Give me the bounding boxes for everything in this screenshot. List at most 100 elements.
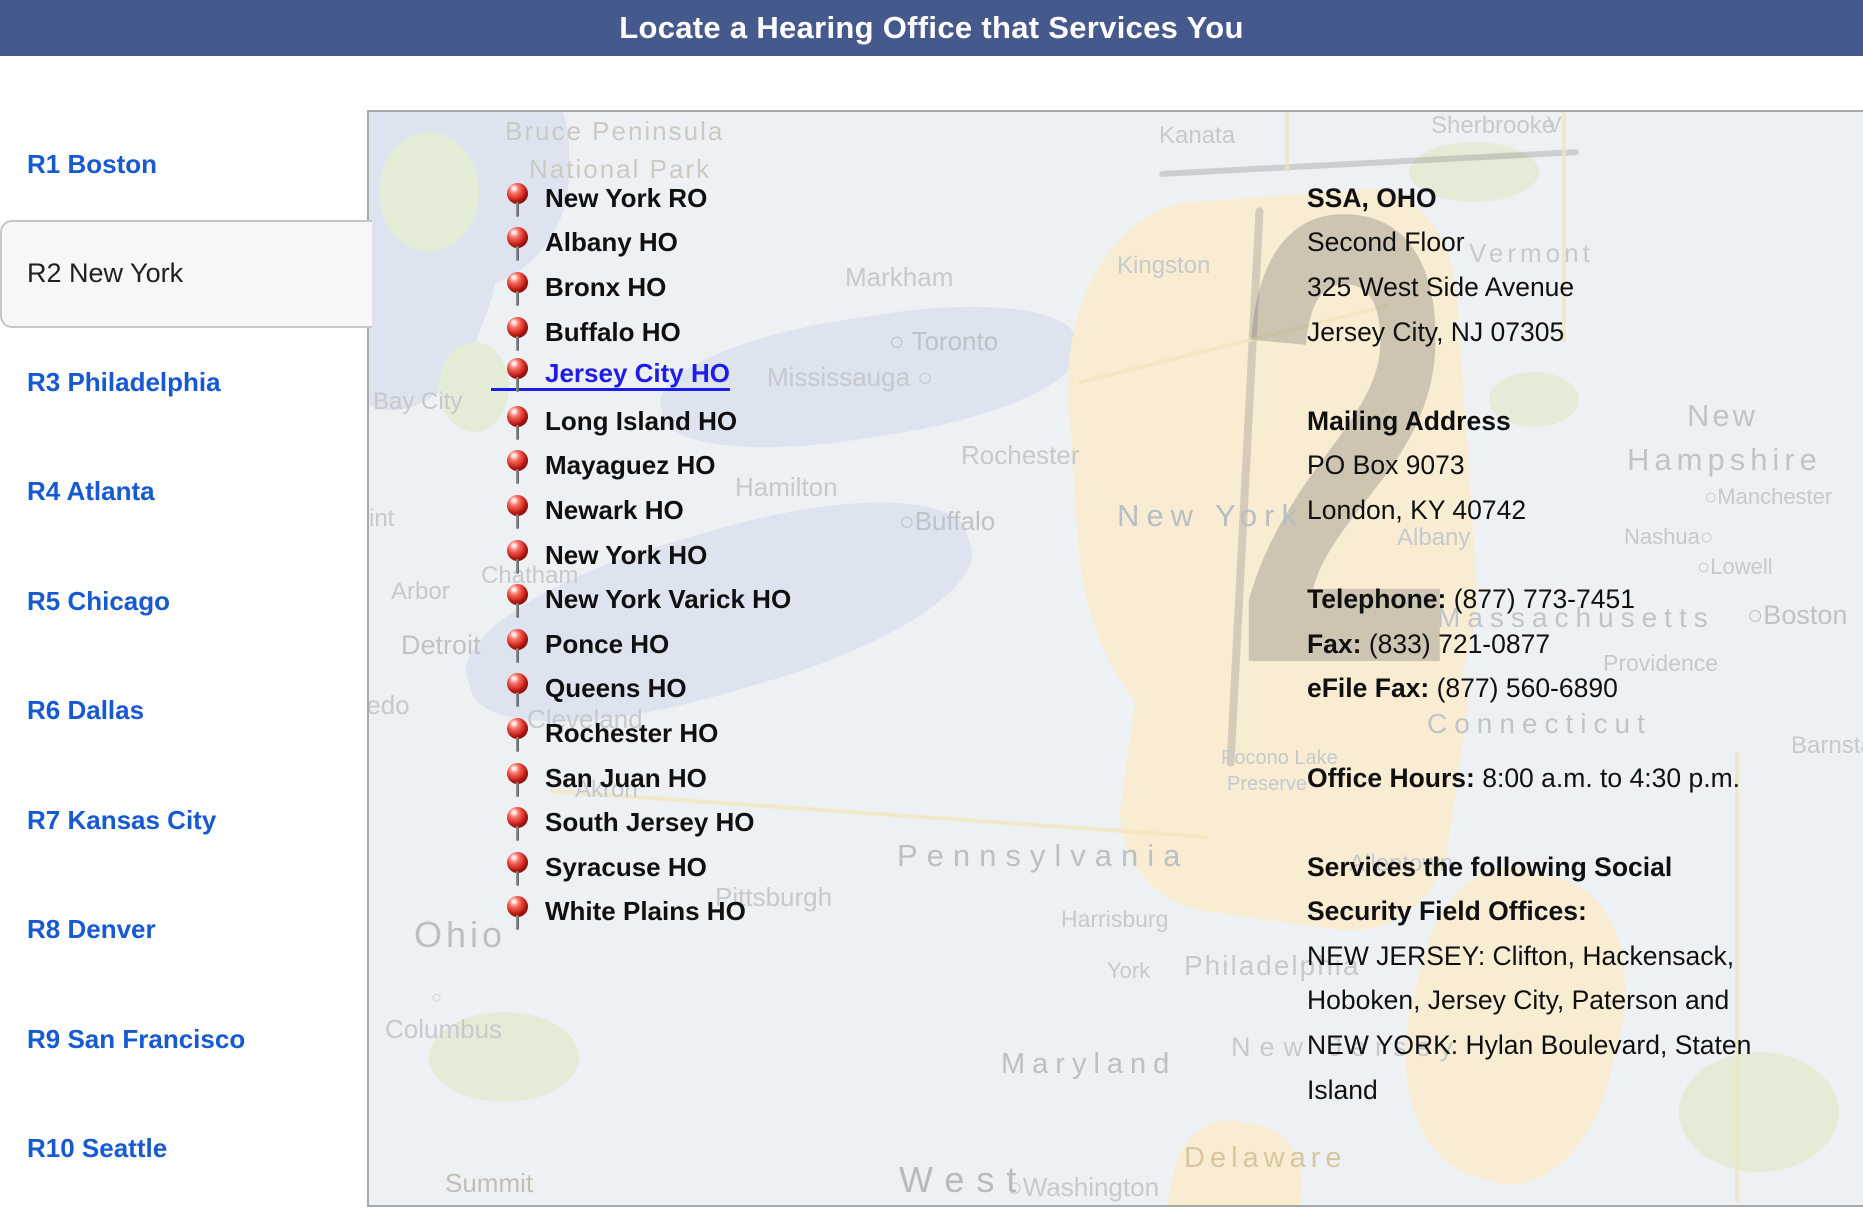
office-item: Albany HO xyxy=(369,221,791,266)
office-marker[interactable]: Bronx HO xyxy=(507,271,666,306)
map-pin-icon xyxy=(507,628,528,663)
map-place-label: Akron xyxy=(575,776,638,803)
office-item: Syracuse HO xyxy=(369,845,791,890)
map-place-label: West xyxy=(899,1159,1029,1200)
office-marker[interactable]: Queens HO xyxy=(507,673,687,708)
map-pin-icon xyxy=(507,807,528,842)
office-marker[interactable]: Long Island HO xyxy=(507,405,738,440)
map-pin-icon xyxy=(507,357,528,392)
details-line: SSA, OHO xyxy=(1307,176,1751,221)
details-line: Jersey City, NJ 07305 xyxy=(1307,310,1751,355)
map-pin-icon xyxy=(507,584,528,619)
office-item: Jersey City HO xyxy=(369,354,791,399)
region-sidebar: R1 Boston R2 New York R3 Philadelphia R4… xyxy=(0,110,372,1204)
office-item: South Jersey HO xyxy=(369,800,791,845)
office-name-label: Syracuse HO xyxy=(545,851,707,882)
office-marker[interactable]: Rochester HO xyxy=(507,717,718,752)
details-line-text: NEW JERSEY: Clifton, Hackensack, xyxy=(1307,940,1735,971)
office-item: Long Island HO xyxy=(369,399,791,444)
details-line-text: 325 West Side Avenue xyxy=(1307,271,1575,302)
map-place-label: York xyxy=(1107,958,1151,983)
office-marker[interactable]: South Jersey HO xyxy=(507,807,755,842)
map-pin-icon xyxy=(507,539,528,574)
office-name-label: San Juan HO xyxy=(545,762,707,793)
office-name-label: Queens HO xyxy=(545,673,687,704)
details-line: Second Floor xyxy=(1307,221,1751,266)
region-tab-label: R8 Denver xyxy=(27,914,156,945)
details-line-label: Services the following Social xyxy=(1307,851,1673,882)
map-place-label: Maryland xyxy=(1001,1048,1177,1080)
region-tab[interactable]: R7 Kansas City xyxy=(0,766,367,876)
map-place-label: Cleveland xyxy=(527,704,643,734)
map-place-label: ○Washington xyxy=(1007,1172,1160,1202)
map-place-label: Rochester xyxy=(961,440,1080,470)
map-place-label: Toledo xyxy=(367,690,410,720)
office-marker[interactable]: Syracuse HO xyxy=(507,851,707,886)
details-line: Hoboken, Jersey City, Paterson and xyxy=(1307,979,1751,1024)
region-tab[interactable]: R4 Atlanta xyxy=(0,437,367,547)
details-line xyxy=(1307,533,1751,578)
map-place-label: National Park xyxy=(529,154,712,184)
region-tab[interactable]: R3 Philadelphia xyxy=(0,328,367,438)
office-marker[interactable]: Ponce HO xyxy=(507,628,669,663)
office-name-label: Mayaguez HO xyxy=(545,450,716,481)
region-tab[interactable]: R1 Boston xyxy=(0,110,367,220)
office-item: San Juan HO xyxy=(369,756,791,801)
office-marker[interactable]: Jersey City HO xyxy=(491,357,730,392)
map-place-label: Bruce Peninsula xyxy=(505,116,725,146)
map-place-label: Barnstab xyxy=(1791,732,1863,759)
map-place-label: Pocono Lake xyxy=(1221,747,1338,769)
region-tab[interactable]: R5 Chicago xyxy=(0,547,367,657)
office-marker[interactable]: White Plains HO xyxy=(507,896,746,931)
map-place-label: Massachusetts xyxy=(1437,602,1715,633)
map-place-label: Kanata xyxy=(1159,122,1236,149)
details-line: NEW JERSEY: Clifton, Hackensack, xyxy=(1307,934,1751,979)
map-place-label: Harrisburg xyxy=(1061,906,1169,932)
office-marker[interactable]: Mayaguez HO xyxy=(507,450,716,485)
details-line-text: Jersey City, NJ 07305 xyxy=(1307,316,1565,347)
map-place-label: New xyxy=(1687,398,1759,433)
region-tab-label: R10 Seattle xyxy=(27,1133,168,1164)
office-marker[interactable]: New York Varick HO xyxy=(507,584,791,619)
office-marker[interactable]: Buffalo HO xyxy=(507,316,681,351)
map-place-label: Markham xyxy=(845,262,954,292)
region-tab-label: R3 Philadelphia xyxy=(27,366,221,397)
region-tab-label: R1 Boston xyxy=(27,149,157,180)
map-place-label: Detroit xyxy=(401,630,481,660)
park-shape xyxy=(1489,372,1579,427)
region-tab[interactable]: R8 Denver xyxy=(0,875,367,985)
region-tab[interactable]: R10 Seattle xyxy=(0,1094,367,1204)
map-place-label: Chatham xyxy=(481,562,579,589)
region-tab[interactable]: R6 Dallas xyxy=(0,656,367,766)
office-marker[interactable]: New York HO xyxy=(507,539,707,574)
map-place-label: ○Manchester xyxy=(1704,484,1833,509)
map-place-label: Nashua○ xyxy=(1624,524,1714,549)
details-line-text: Second Floor xyxy=(1307,227,1465,258)
map-pin-icon xyxy=(507,227,528,262)
header-bar: Locate a Hearing Office that Services Yo… xyxy=(0,0,1863,56)
road-line xyxy=(1562,112,1566,342)
details-line xyxy=(1307,800,1751,845)
map-place-label: Pittsburgh xyxy=(715,882,833,912)
office-marker[interactable]: New York RO xyxy=(507,182,708,217)
office-name-label: Long Island HO xyxy=(545,405,738,436)
office-name-label: New York RO xyxy=(545,182,708,213)
map-pin-icon xyxy=(507,717,528,752)
office-item: Bronx HO xyxy=(369,265,791,310)
office-marker[interactable]: Newark HO xyxy=(507,494,684,529)
office-item: Ponce HO xyxy=(369,622,791,667)
park-shape xyxy=(379,132,479,252)
page-title: Locate a Hearing Office that Services Yo… xyxy=(619,10,1244,45)
region-tab[interactable]: R2 New York xyxy=(0,219,372,328)
map-pin-icon xyxy=(507,405,528,440)
details-line-label: eFile Fax: xyxy=(1307,673,1430,704)
office-marker[interactable]: Albany HO xyxy=(507,227,678,262)
details-line-text: Island xyxy=(1307,1074,1378,1105)
region-tab-label: R9 San Francisco xyxy=(27,1023,246,1054)
map-pin-icon xyxy=(507,316,528,351)
details-line-text: PO Box 9073 xyxy=(1307,450,1465,481)
map-place-label: ○Boston xyxy=(1747,600,1848,630)
region-tab[interactable]: R9 San Francisco xyxy=(0,985,367,1095)
office-marker[interactable]: San Juan HO xyxy=(507,762,707,797)
map-pin-icon xyxy=(507,896,528,931)
